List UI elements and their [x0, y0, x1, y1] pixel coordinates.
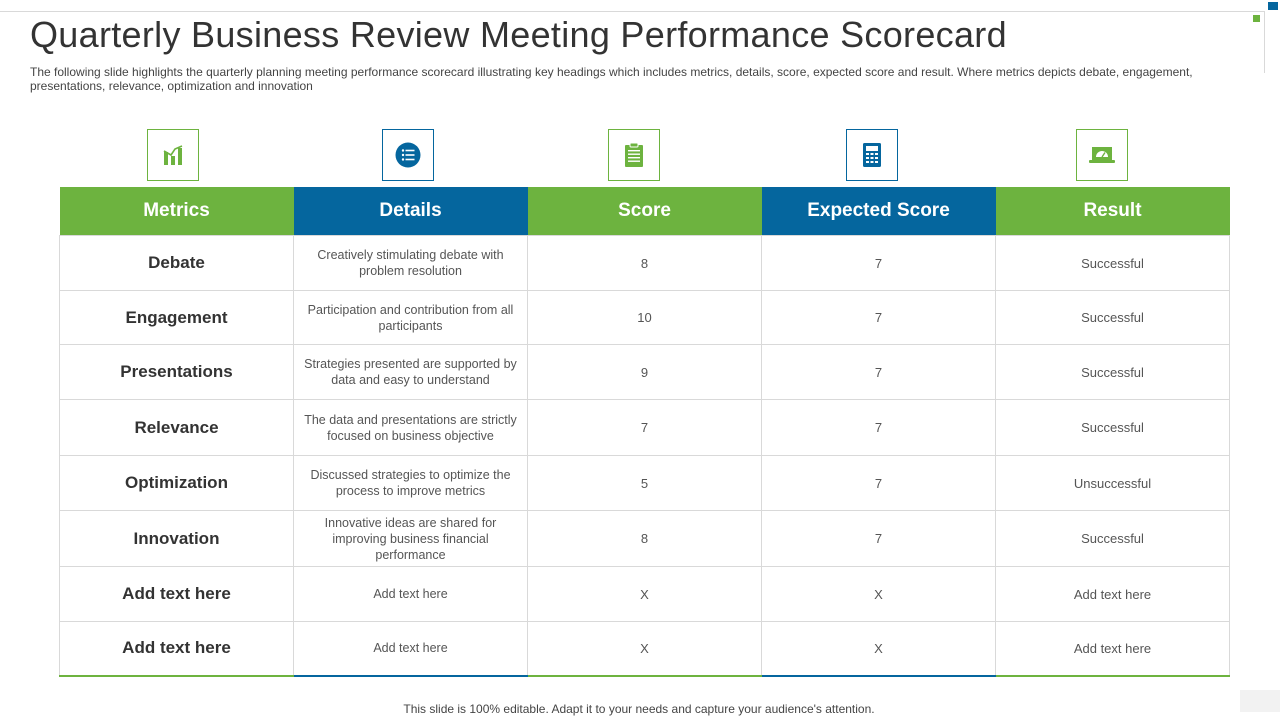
header-expected-score: Expected Score — [761, 187, 996, 236]
expected-score-cell: 7 — [761, 290, 996, 345]
header-metrics: Metrics — [59, 187, 294, 236]
details-cell: Add text here — [293, 621, 528, 677]
details-cell: Participation and contribution from all … — [293, 290, 528, 345]
result-cell: Successful — [995, 235, 1230, 291]
table-row: Presentations Strategies presented are s… — [59, 344, 1230, 400]
details-cell: Innovative ideas are shared for improvin… — [293, 510, 528, 567]
table-row: Add text here Add text here X X Add text… — [59, 621, 1230, 677]
score-cell: 9 — [527, 344, 762, 400]
expected-score-cell: 7 — [761, 344, 996, 400]
result-cell: Successful — [995, 290, 1230, 345]
score-cell: 5 — [527, 455, 762, 511]
details-cell: Add text here — [293, 566, 528, 622]
list-icon — [382, 129, 434, 181]
scorecard-table: Metrics Details Score Expected Score Res… — [59, 187, 1230, 677]
score-cell: 8 — [527, 510, 762, 567]
table-header-row: Metrics Details Score Expected Score Res… — [59, 187, 1230, 236]
table-row: Add text here Add text here X X Add text… — [59, 566, 1230, 622]
clipboard-icon — [608, 129, 660, 181]
expected-score-cell: 7 — [761, 510, 996, 567]
right-divider — [1264, 11, 1265, 73]
details-cell: Creatively stimulating debate with probl… — [293, 235, 528, 291]
result-cell: Successful — [995, 399, 1230, 456]
score-cell: 7 — [527, 399, 762, 456]
score-cell: X — [527, 621, 762, 677]
corner-accent-green — [1253, 15, 1260, 22]
expected-score-cell: 7 — [761, 235, 996, 291]
table-row: Innovation Innovative ideas are shared f… — [59, 510, 1230, 567]
details-cell: Strategies presented are supported by da… — [293, 344, 528, 400]
metric-cell: Add text here — [59, 566, 294, 622]
bar-chart-icon — [147, 129, 199, 181]
laptop-gauge-icon — [1076, 129, 1128, 181]
score-cell: X — [527, 566, 762, 622]
metric-cell: Innovation — [59, 510, 294, 567]
expected-score-cell: 7 — [761, 399, 996, 456]
metric-cell: Debate — [59, 235, 294, 291]
footer-note: This slide is 100% editable. Adapt it to… — [403, 702, 875, 716]
result-cell: Unsuccessful — [995, 455, 1230, 511]
table-row: Engagement Participation and contributio… — [59, 290, 1230, 345]
table-row: Optimization Discussed strategies to opt… — [59, 455, 1230, 511]
metric-cell: Engagement — [59, 290, 294, 345]
expected-score-cell: X — [761, 566, 996, 622]
result-cell: Add text here — [995, 566, 1230, 622]
header-details: Details — [293, 187, 528, 236]
corner-accent-blue — [1268, 2, 1278, 10]
details-cell: The data and presentations are strictly … — [293, 399, 528, 456]
result-cell: Add text here — [995, 621, 1230, 677]
calculator-icon — [846, 129, 898, 181]
table-row: Debate Creatively stimulating debate wit… — [59, 235, 1230, 291]
metric-cell: Optimization — [59, 455, 294, 511]
expected-score-cell: X — [761, 621, 996, 677]
metric-cell: Relevance — [59, 399, 294, 456]
page-title: Quarterly Business Review Meeting Perfor… — [30, 14, 1007, 55]
top-divider — [0, 11, 1264, 12]
details-cell: Discussed strategies to optimize the pro… — [293, 455, 528, 511]
score-cell: 8 — [527, 235, 762, 291]
header-result: Result — [995, 187, 1230, 236]
table-row: Relevance The data and presentations are… — [59, 399, 1230, 456]
corner-accent-gray — [1240, 690, 1280, 712]
metric-cell: Add text here — [59, 621, 294, 677]
result-cell: Successful — [995, 510, 1230, 567]
header-score: Score — [527, 187, 762, 236]
expected-score-cell: 7 — [761, 455, 996, 511]
page-subtitle: The following slide highlights the quart… — [30, 65, 1193, 93]
result-cell: Successful — [995, 344, 1230, 400]
score-cell: 10 — [527, 290, 762, 345]
metric-cell: Presentations — [59, 344, 294, 400]
